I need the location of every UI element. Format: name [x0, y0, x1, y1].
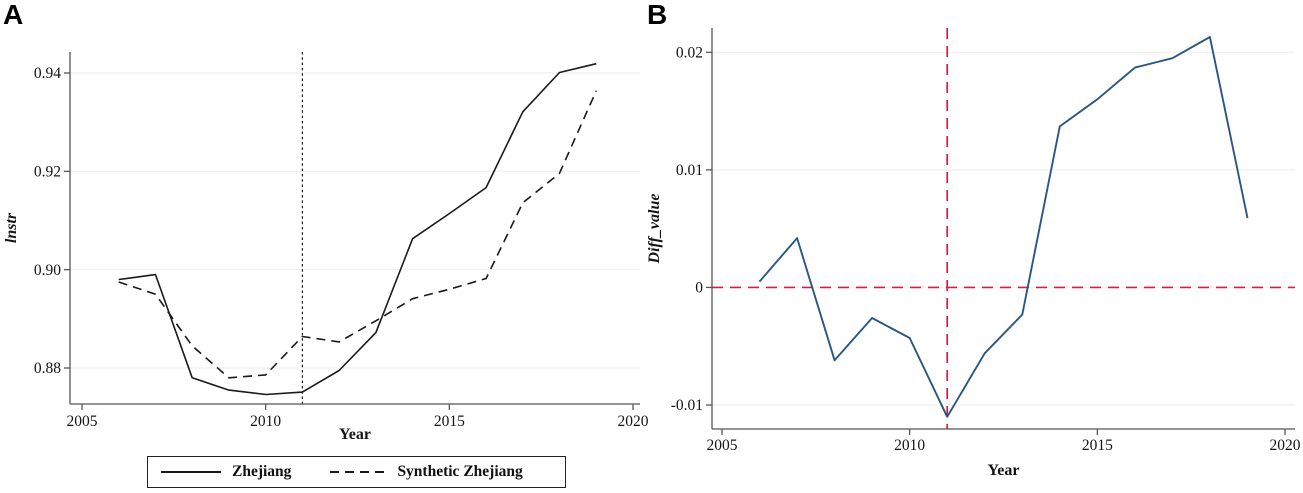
panel-a-chart: 0.88 0.90 0.92 0.94 2005 2010 2015 2020 Year lnst…: [3, 52, 649, 443]
y-axis-title: Diff_value: [646, 194, 663, 265]
y-axis-title: lnstr: [3, 212, 20, 243]
panel-b-label: B: [647, 0, 668, 30]
x-axis-title: Year: [988, 462, 1020, 479]
x-tick-label: 2005: [707, 437, 738, 454]
x-tick-label: 2020: [618, 413, 649, 430]
y-tick-label: -0.01: [671, 397, 703, 414]
legend-label-synthetic-zhejiang: Synthetic Zhejiang: [397, 463, 523, 480]
legend-item-synthetic-zhejiang: Synthetic Zhejiang: [329, 463, 523, 481]
x-tick-label: 2015: [1082, 437, 1113, 454]
legend: Zhejiang Synthetic Zhejiang: [147, 456, 566, 488]
y-tick-label: 0.92: [34, 164, 61, 181]
x-axis-title: Year: [339, 426, 371, 443]
diff-value-line: [758, 36, 1249, 418]
synthetic-zhejiang-line: [118, 90, 598, 379]
x-tick-label: 2010: [250, 413, 281, 430]
zhejiang-line: [118, 62, 597, 396]
panel-b-chart: -0.01 0 0.01 0.02 2005 2010 2015 2020 Year Diff_v…: [646, 28, 1301, 479]
panel-a-label: A: [3, 0, 24, 30]
legend-item-zhejiang: Zhejiang: [160, 463, 291, 481]
x-tick-label: 2010: [894, 437, 925, 454]
y-tick-label: 0.02: [676, 45, 703, 62]
x-tick-label: 2015: [434, 413, 465, 430]
y-tick-label: 0.01: [676, 162, 703, 179]
y-tick-label: 0.94: [34, 65, 61, 82]
y-tick-label: 0.90: [34, 262, 61, 279]
x-tick-label: 2020: [1270, 437, 1301, 454]
y-tick-label: 0: [695, 280, 703, 297]
y-tick-label: 0.88: [34, 360, 61, 377]
synthetic-zhejiang-line-swatch: [330, 471, 387, 473]
legend-label-zhejiang: Zhejiang: [232, 463, 292, 480]
x-tick-label: 2005: [67, 413, 98, 430]
zhejiang-line-swatch: [161, 471, 221, 473]
